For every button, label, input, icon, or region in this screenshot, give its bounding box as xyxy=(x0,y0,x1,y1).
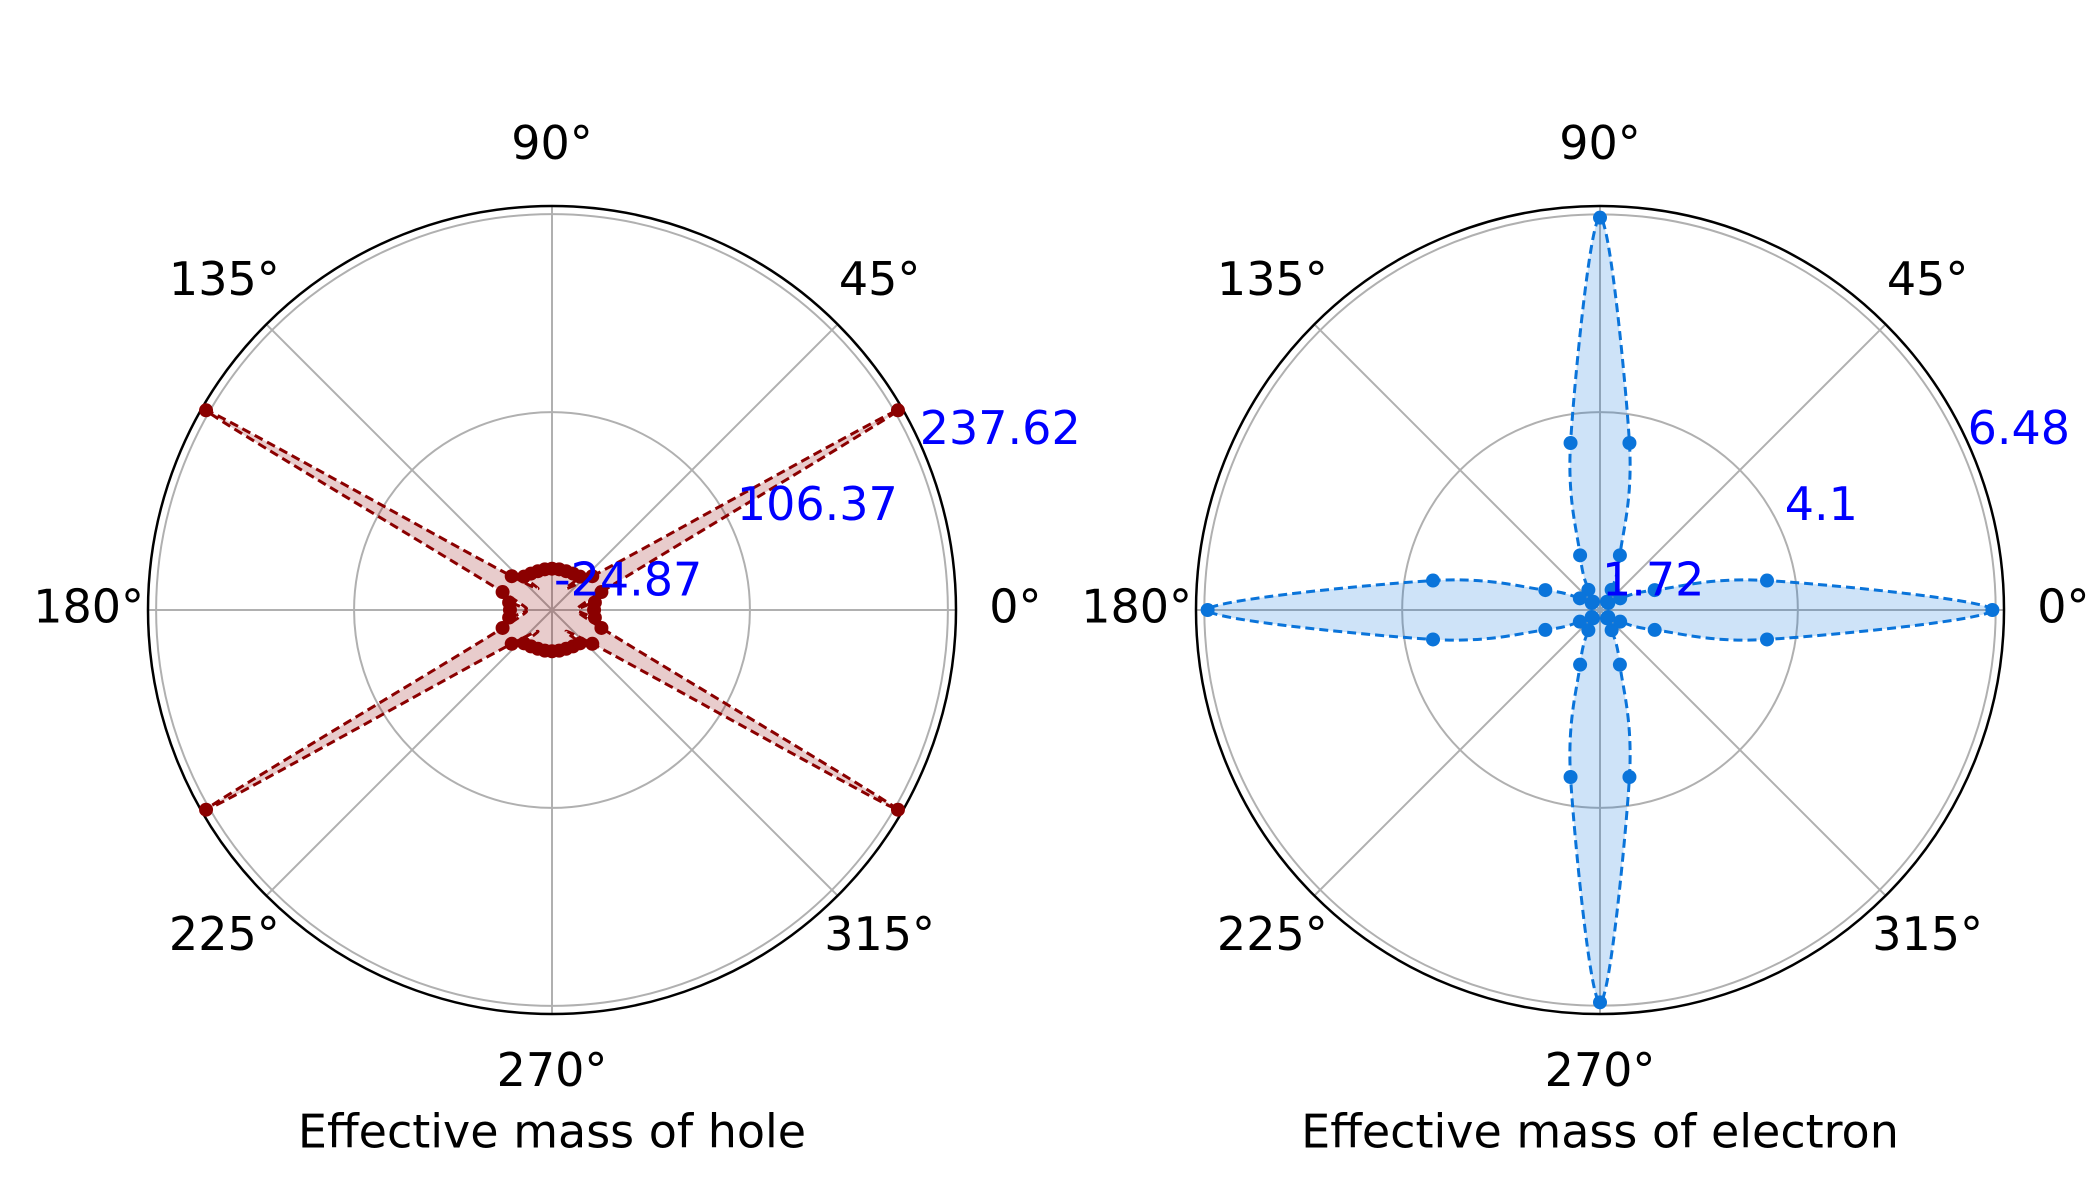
angle-tick-label: 270° xyxy=(497,1043,608,1097)
data-point xyxy=(1572,591,1587,606)
data-point xyxy=(1593,210,1607,225)
grid-spoke xyxy=(1313,323,1601,611)
data-point xyxy=(199,802,214,817)
grid-spoke xyxy=(1313,609,1601,897)
data-point xyxy=(517,569,532,584)
data-point xyxy=(1572,614,1587,629)
data-point xyxy=(199,403,214,418)
data-point xyxy=(1622,770,1637,785)
radial-tick-label: 237.62 xyxy=(920,401,1081,455)
angle-tick-label: 45° xyxy=(839,252,921,306)
grid-spoke xyxy=(551,323,839,611)
radial-tick-label: 6.48 xyxy=(1968,401,2070,455)
grid-spoke xyxy=(1599,323,1887,611)
chart-title: Effective mass of hole xyxy=(298,1105,806,1159)
angle-tick-label: 135° xyxy=(169,252,280,306)
data-point xyxy=(890,403,905,418)
angle-tick-label: 45° xyxy=(1887,252,1969,306)
angle-tick-label: 0° xyxy=(989,580,1041,634)
data-point xyxy=(1200,603,1215,617)
data-point xyxy=(495,585,510,600)
angle-tick-label: 180° xyxy=(1081,580,1192,634)
data-point xyxy=(1647,583,1662,598)
data-point xyxy=(572,636,587,651)
data-point xyxy=(1613,614,1628,629)
data-point xyxy=(502,610,517,625)
angle-tick-label: 225° xyxy=(1217,907,1328,961)
data-point xyxy=(1760,573,1775,588)
data-point xyxy=(1622,435,1637,450)
radial-tick-label: -24.87 xyxy=(554,553,702,607)
data-point xyxy=(1604,582,1619,597)
data-point xyxy=(1586,611,1601,626)
grid-circle xyxy=(155,213,949,1007)
angle-tick-label: 315° xyxy=(824,907,935,961)
polar-frame xyxy=(146,204,958,1016)
data-point xyxy=(594,585,609,600)
data-point xyxy=(1604,623,1619,638)
data-point xyxy=(1612,548,1627,563)
radial-tick-label: 4.1 xyxy=(1785,477,1858,531)
data-point xyxy=(1593,995,1607,1010)
data-point xyxy=(1760,632,1775,647)
angle-tick-label: 225° xyxy=(169,907,280,961)
data-point xyxy=(1563,770,1578,785)
data-point xyxy=(1538,583,1553,598)
data-point xyxy=(1425,632,1440,647)
data-point xyxy=(1573,548,1588,563)
data-point xyxy=(1538,622,1553,637)
angle-tick-label: 270° xyxy=(1545,1043,1656,1097)
angle-tick-label: 90° xyxy=(1559,116,1641,170)
data-point xyxy=(495,620,510,635)
grid-circle xyxy=(353,411,751,809)
radial-tick-label: 1.72 xyxy=(1602,553,1704,607)
data-point xyxy=(587,610,602,625)
polar-frame xyxy=(1194,204,2006,1016)
angle-tick-label: 0° xyxy=(2037,580,2089,634)
data-point xyxy=(1425,573,1440,588)
data-point xyxy=(1581,623,1596,638)
data-point xyxy=(504,569,519,584)
data-point xyxy=(1647,622,1662,637)
data-point xyxy=(1599,594,1614,609)
data-point xyxy=(585,569,600,584)
data-point xyxy=(1573,657,1588,672)
data-point xyxy=(504,636,519,651)
angle-tick-label: 180° xyxy=(33,580,144,634)
data-point xyxy=(1985,603,2000,617)
data-point xyxy=(890,802,905,817)
grid-spoke xyxy=(265,323,553,611)
data-point xyxy=(585,636,600,651)
angle-tick-label: 315° xyxy=(1872,907,1983,961)
mass-curve xyxy=(1206,216,1994,1004)
radial-tick-label: 106.37 xyxy=(737,477,898,531)
grid-spoke xyxy=(551,609,839,897)
angle-tick-label: 135° xyxy=(1217,252,1328,306)
data-point xyxy=(1601,609,1616,624)
data-point xyxy=(1612,657,1627,672)
grid-circle xyxy=(1401,411,1799,809)
angle-tick-label: 90° xyxy=(511,116,593,170)
data-point xyxy=(1584,596,1599,611)
data-point xyxy=(1613,591,1628,606)
chart-title: Effective mass of electron xyxy=(1301,1105,1899,1159)
data-point xyxy=(1563,435,1578,450)
data-point xyxy=(1581,582,1596,597)
data-point xyxy=(587,595,602,610)
grid-spoke xyxy=(1599,609,1887,897)
data-point xyxy=(594,620,609,635)
grid-spoke xyxy=(265,609,553,897)
